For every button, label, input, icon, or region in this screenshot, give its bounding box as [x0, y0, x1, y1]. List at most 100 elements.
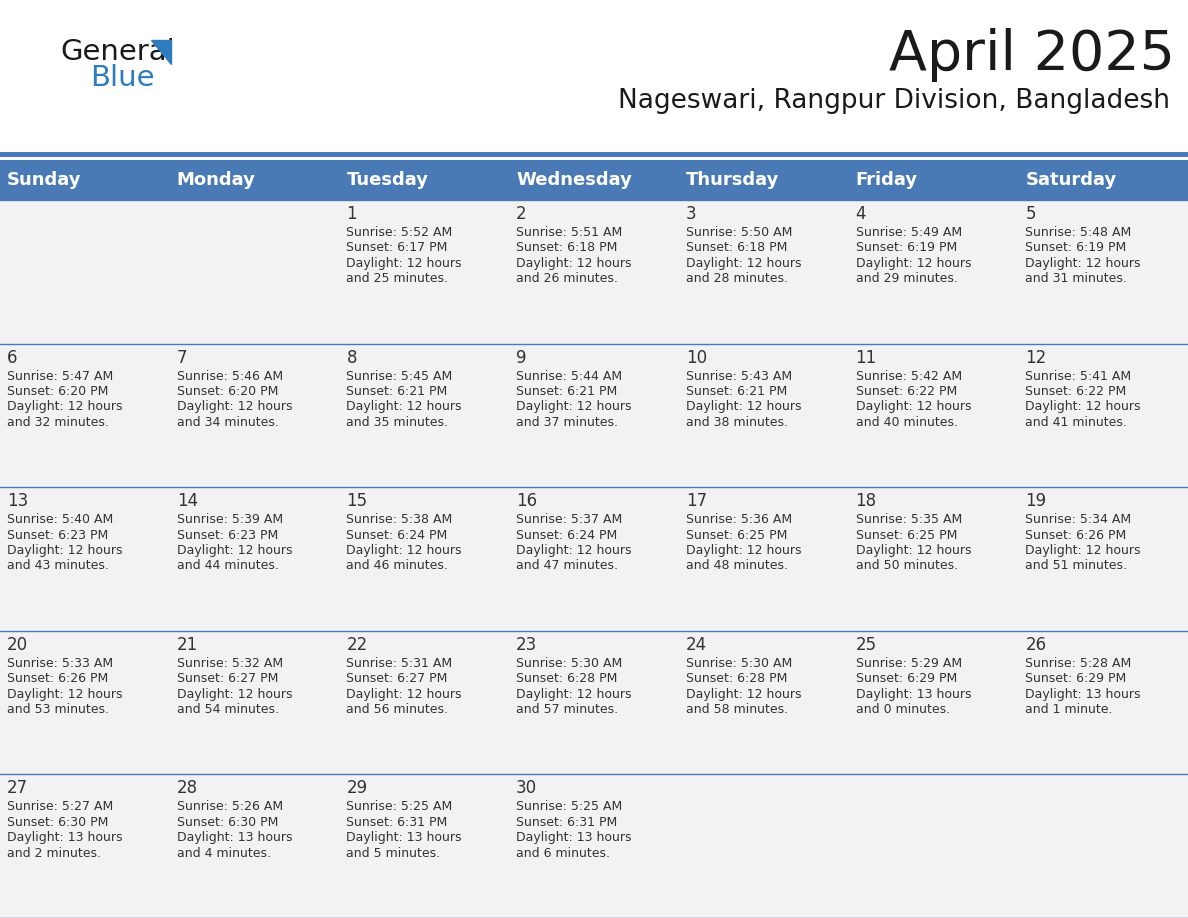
Text: Sunset: 6:30 PM: Sunset: 6:30 PM — [7, 816, 108, 829]
Bar — [678, 487, 848, 631]
Text: Sunrise: 5:30 AM: Sunrise: 5:30 AM — [685, 656, 792, 670]
Text: and 48 minutes.: and 48 minutes. — [685, 559, 788, 573]
Text: 23: 23 — [516, 636, 537, 654]
Text: Daylight: 12 hours: Daylight: 12 hours — [347, 257, 462, 270]
Text: and 44 minutes.: and 44 minutes. — [177, 559, 279, 573]
Text: Daylight: 13 hours: Daylight: 13 hours — [347, 831, 462, 845]
Text: Sunrise: 5:40 AM: Sunrise: 5:40 AM — [7, 513, 113, 526]
Text: Friday: Friday — [855, 171, 917, 189]
Text: Sunrise: 5:28 AM: Sunrise: 5:28 AM — [1025, 656, 1131, 670]
Bar — [510, 775, 678, 918]
Text: 26: 26 — [1025, 636, 1047, 654]
Bar — [0, 631, 170, 775]
Bar — [170, 200, 340, 343]
Text: Daylight: 13 hours: Daylight: 13 hours — [855, 688, 971, 700]
Text: Daylight: 12 hours: Daylight: 12 hours — [685, 400, 802, 413]
Text: Sunrise: 5:48 AM: Sunrise: 5:48 AM — [1025, 226, 1131, 239]
Text: Daylight: 13 hours: Daylight: 13 hours — [1025, 688, 1140, 700]
Text: Sunrise: 5:45 AM: Sunrise: 5:45 AM — [347, 370, 453, 383]
Text: 22: 22 — [347, 636, 367, 654]
Text: Daylight: 12 hours: Daylight: 12 hours — [347, 400, 462, 413]
Bar — [510, 343, 678, 487]
Text: Daylight: 13 hours: Daylight: 13 hours — [7, 831, 122, 845]
Text: 28: 28 — [177, 779, 198, 798]
Text: Daylight: 12 hours: Daylight: 12 hours — [516, 688, 632, 700]
Text: Sunset: 6:23 PM: Sunset: 6:23 PM — [177, 529, 278, 542]
Text: Daylight: 12 hours: Daylight: 12 hours — [177, 688, 292, 700]
Text: Sunset: 6:19 PM: Sunset: 6:19 PM — [855, 241, 956, 254]
Text: Sunrise: 5:38 AM: Sunrise: 5:38 AM — [347, 513, 453, 526]
Text: Sunrise: 5:26 AM: Sunrise: 5:26 AM — [177, 800, 283, 813]
Bar — [0, 200, 170, 343]
Text: and 41 minutes.: and 41 minutes. — [1025, 416, 1127, 429]
Text: and 50 minutes.: and 50 minutes. — [855, 559, 958, 573]
Text: Sunrise: 5:25 AM: Sunrise: 5:25 AM — [347, 800, 453, 813]
Text: Sunrise: 5:46 AM: Sunrise: 5:46 AM — [177, 370, 283, 383]
Bar — [170, 160, 340, 200]
Bar — [170, 775, 340, 918]
Text: Sunset: 6:21 PM: Sunset: 6:21 PM — [347, 385, 448, 398]
Text: and 38 minutes.: and 38 minutes. — [685, 416, 788, 429]
Bar — [848, 487, 1018, 631]
Text: Daylight: 12 hours: Daylight: 12 hours — [516, 544, 632, 557]
Text: 1: 1 — [347, 205, 358, 223]
Bar — [340, 775, 510, 918]
Text: 13: 13 — [7, 492, 29, 510]
Bar — [848, 200, 1018, 343]
Text: Sunrise: 5:25 AM: Sunrise: 5:25 AM — [516, 800, 623, 813]
Bar — [340, 487, 510, 631]
Text: and 40 minutes.: and 40 minutes. — [855, 416, 958, 429]
Bar — [1018, 343, 1188, 487]
Bar — [678, 160, 848, 200]
Text: Sunrise: 5:33 AM: Sunrise: 5:33 AM — [7, 656, 113, 670]
Text: Daylight: 12 hours: Daylight: 12 hours — [347, 688, 462, 700]
Text: and 35 minutes.: and 35 minutes. — [347, 416, 448, 429]
Text: 16: 16 — [516, 492, 537, 510]
Text: Sunset: 6:24 PM: Sunset: 6:24 PM — [347, 529, 448, 542]
Text: Sunset: 6:27 PM: Sunset: 6:27 PM — [347, 672, 448, 685]
Text: Sunset: 6:27 PM: Sunset: 6:27 PM — [177, 672, 278, 685]
Bar — [1018, 631, 1188, 775]
Text: Daylight: 12 hours: Daylight: 12 hours — [685, 257, 802, 270]
Text: Daylight: 13 hours: Daylight: 13 hours — [516, 831, 632, 845]
Text: 24: 24 — [685, 636, 707, 654]
Text: and 0 minutes.: and 0 minutes. — [855, 703, 949, 716]
Text: Daylight: 12 hours: Daylight: 12 hours — [347, 544, 462, 557]
Text: 14: 14 — [177, 492, 198, 510]
Text: Sunset: 6:26 PM: Sunset: 6:26 PM — [1025, 529, 1126, 542]
Text: Daylight: 12 hours: Daylight: 12 hours — [7, 688, 122, 700]
Text: 7: 7 — [177, 349, 188, 366]
Text: 3: 3 — [685, 205, 696, 223]
Text: and 6 minutes.: and 6 minutes. — [516, 846, 611, 859]
Bar — [0, 343, 170, 487]
Text: Sunset: 6:31 PM: Sunset: 6:31 PM — [347, 816, 448, 829]
Bar — [510, 631, 678, 775]
Bar — [1018, 775, 1188, 918]
Bar — [0, 160, 170, 200]
Bar — [0, 775, 170, 918]
Text: Sunrise: 5:43 AM: Sunrise: 5:43 AM — [685, 370, 792, 383]
Text: Sunset: 6:20 PM: Sunset: 6:20 PM — [177, 385, 278, 398]
Text: Sunrise: 5:27 AM: Sunrise: 5:27 AM — [7, 800, 113, 813]
Text: and 54 minutes.: and 54 minutes. — [177, 703, 279, 716]
Text: Sunset: 6:17 PM: Sunset: 6:17 PM — [347, 241, 448, 254]
Text: Sunrise: 5:49 AM: Sunrise: 5:49 AM — [855, 226, 962, 239]
Bar — [0, 487, 170, 631]
Text: Saturday: Saturday — [1025, 171, 1117, 189]
Text: and 4 minutes.: and 4 minutes. — [177, 846, 271, 859]
Text: Sunrise: 5:29 AM: Sunrise: 5:29 AM — [855, 656, 962, 670]
Text: Sunrise: 5:52 AM: Sunrise: 5:52 AM — [347, 226, 453, 239]
Text: Sunset: 6:22 PM: Sunset: 6:22 PM — [1025, 385, 1126, 398]
Text: and 31 minutes.: and 31 minutes. — [1025, 273, 1127, 285]
Text: Sunset: 6:29 PM: Sunset: 6:29 PM — [1025, 672, 1126, 685]
Text: and 5 minutes.: and 5 minutes. — [347, 846, 441, 859]
Text: and 56 minutes.: and 56 minutes. — [347, 703, 448, 716]
Text: Nageswari, Rangpur Division, Bangladesh: Nageswari, Rangpur Division, Bangladesh — [618, 88, 1170, 114]
Text: 5: 5 — [1025, 205, 1036, 223]
Bar — [678, 343, 848, 487]
Text: and 34 minutes.: and 34 minutes. — [177, 416, 279, 429]
Bar — [340, 631, 510, 775]
Text: April 2025: April 2025 — [889, 28, 1175, 82]
Text: Sunset: 6:21 PM: Sunset: 6:21 PM — [685, 385, 788, 398]
Text: Daylight: 12 hours: Daylight: 12 hours — [1025, 544, 1140, 557]
